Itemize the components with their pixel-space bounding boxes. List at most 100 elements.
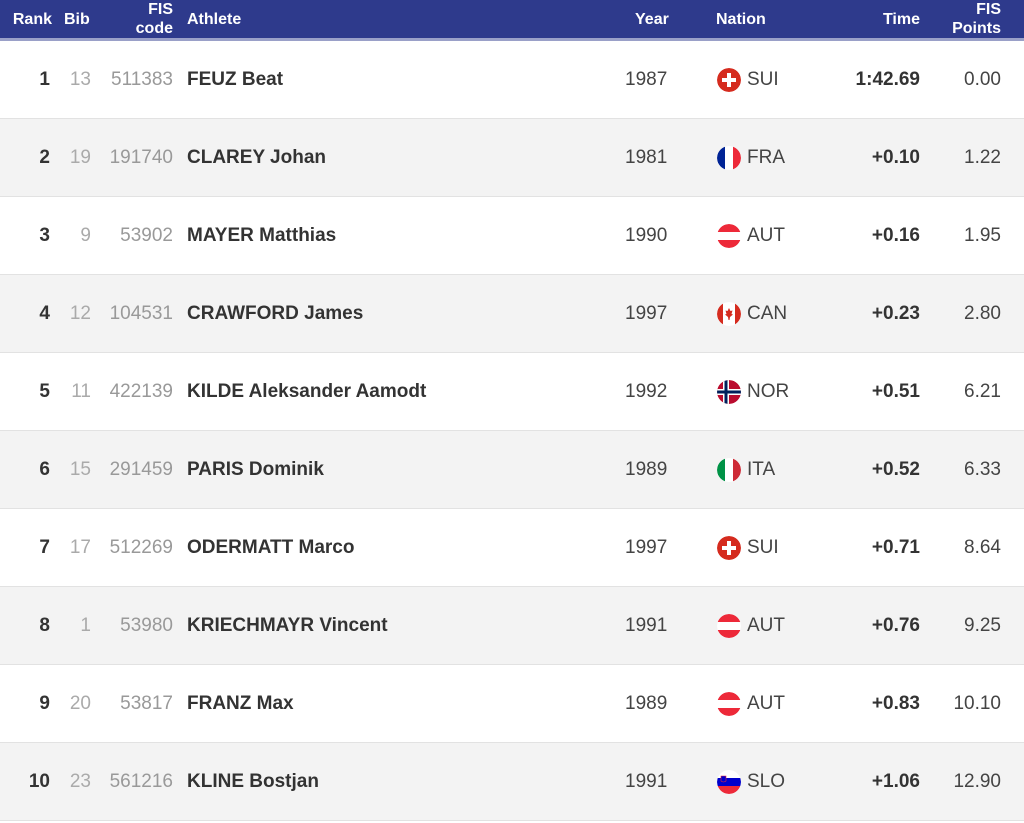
bib-cell: 19 — [69, 146, 91, 168]
nation-code: FRA — [747, 146, 785, 168]
athlete-name-link[interactable]: ODERMATT Marco — [187, 536, 355, 558]
year-cell: 1987 — [625, 68, 668, 90]
athlete-name-link[interactable]: PARIS Dominik — [187, 458, 324, 480]
fis-points-cell: 9.25 — [964, 614, 1001, 636]
rank-cell: 1 — [39, 68, 50, 90]
fis-points-cell: 1.95 — [964, 224, 1001, 246]
nation-cell: ITA — [717, 431, 827, 508]
fis-code-cell: 512269 — [109, 536, 173, 558]
slovenia-flag-icon — [717, 769, 741, 794]
fis-code-cell: 422139 — [109, 380, 173, 402]
fis-code-cell: 53817 — [120, 692, 173, 714]
fis-points-cell: 8.64 — [964, 536, 1001, 558]
nation-cell: SUI — [717, 509, 827, 586]
time-cell: +0.76 — [871, 614, 920, 636]
rank-cell: 9 — [39, 692, 50, 714]
nation-code: CAN — [747, 302, 788, 324]
year-cell: 1991 — [625, 770, 668, 792]
nation-code: AUT — [747, 614, 785, 636]
athlete-name-link[interactable]: CRAWFORD James — [187, 302, 364, 324]
nation-cell: AUT — [717, 587, 827, 664]
time-cell: +0.23 — [871, 302, 920, 324]
athlete-name-link[interactable]: KRIECHMAYR Vincent — [187, 614, 388, 636]
year-cell: 1991 — [625, 614, 668, 636]
rank-cell: 10 — [28, 770, 50, 792]
table-row[interactable]: 1 13 511383 FEUZ Beat 1987 SUI 1:42.69 0… — [0, 41, 1024, 119]
nation-code: AUT — [747, 692, 785, 714]
nation-code: SUI — [747, 68, 779, 90]
col-header-rank[interactable]: Rank — [12, 10, 52, 28]
nation-code: AUT — [747, 224, 785, 246]
col-header-bib[interactable]: Bib — [64, 10, 90, 28]
rank-cell: 2 — [39, 146, 50, 168]
nation-code: ITA — [747, 458, 776, 480]
table-row[interactable]: 5 11 422139 KILDE Aleksander Aamodt 1992… — [0, 353, 1024, 431]
time-cell: +0.51 — [871, 380, 920, 402]
switzerland-flag-icon — [717, 535, 741, 560]
fis-points-cell: 6.21 — [964, 380, 1001, 402]
time-cell: 1:42.69 — [855, 68, 920, 90]
switzerland-flag-icon — [717, 67, 741, 92]
col-header-fis-points[interactable]: FIS Points — [930, 0, 1001, 38]
table-row[interactable]: 9 20 53817 FRANZ Max 1989 AUT +0.83 10.1… — [0, 665, 1024, 743]
nation-code: SUI — [747, 536, 779, 558]
bib-cell: 20 — [69, 692, 91, 714]
col-header-nation[interactable]: Nation — [716, 10, 766, 28]
rank-cell: 4 — [39, 302, 50, 324]
bib-cell: 12 — [69, 302, 91, 324]
france-flag-icon — [717, 145, 741, 170]
athlete-name-link[interactable]: MAYER Matthias — [187, 224, 337, 246]
col-header-athlete[interactable]: Athlete — [187, 10, 242, 28]
bib-cell: 9 — [80, 224, 91, 246]
fis-code-cell: 291459 — [109, 458, 173, 480]
year-cell: 1989 — [625, 458, 668, 480]
nation-cell: SLO — [717, 743, 827, 820]
table-row[interactable]: 10 23 561216 KLINE Bostjan 1991 SLO +1.0… — [0, 743, 1024, 821]
nation-cell: AUT — [717, 665, 827, 742]
time-cell: +0.71 — [871, 536, 920, 558]
col-header-fis-points-line2: Points — [952, 20, 1001, 37]
bib-cell: 23 — [69, 770, 91, 792]
table-row[interactable]: 6 15 291459 PARIS Dominik 1989 ITA +0.52… — [0, 431, 1024, 509]
bib-cell: 13 — [69, 68, 91, 90]
nation-cell: NOR — [717, 353, 827, 430]
athlete-name-link[interactable]: FRANZ Max — [187, 692, 294, 714]
table-row[interactable]: 8 1 53980 KRIECHMAYR Vincent 1991 AUT +0… — [0, 587, 1024, 665]
fis-code-cell: 561216 — [109, 770, 173, 792]
athlete-name-link[interactable]: KLINE Bostjan — [187, 770, 319, 792]
athlete-name-link[interactable]: CLAREY Johan — [187, 146, 327, 168]
nation-cell: AUT — [717, 197, 827, 274]
table-row[interactable]: 3 9 53902 MAYER Matthias 1990 AUT +0.16 … — [0, 197, 1024, 275]
rank-cell: 7 — [39, 536, 50, 558]
fis-points-cell: 12.90 — [953, 770, 1001, 792]
nation-code: SLO — [747, 770, 786, 792]
athlete-name-link[interactable]: KILDE Aleksander Aamodt — [187, 380, 427, 402]
table-row[interactable]: 7 17 512269 ODERMATT Marco 1997 SUI +0.7… — [0, 509, 1024, 587]
athlete-name-link[interactable]: FEUZ Beat — [187, 68, 284, 90]
year-cell: 1997 — [625, 536, 668, 558]
nation-code: NOR — [747, 380, 790, 402]
bib-cell: 15 — [69, 458, 91, 480]
table-row[interactable]: 4 12 104531 CRAWFORD James 1997 CAN +0.2… — [0, 275, 1024, 353]
rank-cell: 6 — [39, 458, 50, 480]
year-cell: 1997 — [625, 302, 668, 324]
table-row[interactable]: 2 19 191740 CLAREY Johan 1981 FRA +0.10 … — [0, 119, 1024, 197]
austria-flag-icon — [717, 223, 741, 248]
col-header-time[interactable]: Time — [882, 10, 920, 28]
rank-cell: 3 — [39, 224, 50, 246]
col-header-fis-code[interactable]: FIS code — [100, 0, 173, 38]
bib-cell: 1 — [80, 614, 91, 636]
year-cell: 1990 — [625, 224, 668, 246]
nation-cell: FRA — [717, 119, 827, 196]
fis-points-cell: 0.00 — [964, 68, 1001, 90]
year-cell: 1992 — [625, 380, 668, 402]
fis-code-cell: 53902 — [120, 224, 173, 246]
fis-code-cell: 191740 — [109, 146, 173, 168]
bib-cell: 11 — [71, 380, 91, 402]
results-table-body: 1 13 511383 FEUZ Beat 1987 SUI 1:42.69 0… — [0, 41, 1024, 821]
nation-cell: CAN — [717, 275, 827, 352]
col-header-fis-code-line1: FIS — [148, 1, 173, 18]
austria-flag-icon — [717, 691, 741, 716]
col-header-year[interactable]: Year — [635, 10, 669, 28]
year-cell: 1981 — [625, 146, 668, 168]
